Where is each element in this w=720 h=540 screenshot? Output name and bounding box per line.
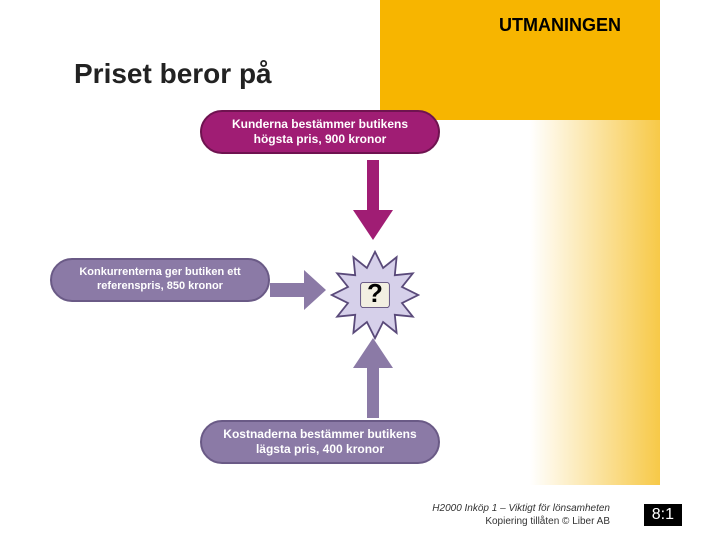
side-gradient (530, 120, 660, 485)
slide-number: 8:1 (644, 504, 682, 526)
top-pill-line2: högsta pris, 900 kronor (254, 132, 387, 147)
footer-line2: Kopiering tillåten © Liber AB (432, 515, 610, 528)
bottom-pill: Kostnaderna bestämmer butikens lägsta pr… (200, 420, 440, 464)
arrow-down-icon (353, 160, 393, 240)
starburst-label: ? (367, 278, 383, 309)
left-pill: Konkurrenterna ger butiken ett referensp… (50, 258, 270, 302)
header-label: UTMANINGEN (460, 10, 660, 40)
arrow-up-icon (353, 338, 393, 418)
price-diagram: Kunderna bestämmer butikens högsta pris,… (70, 110, 540, 470)
footer: H2000 Inköp 1 – Viktigt för lönsamheten … (432, 502, 610, 528)
page-title: Priset beror på (74, 58, 272, 90)
header-text: UTMANINGEN (499, 15, 621, 36)
top-pill: Kunderna bestämmer butikens högsta pris,… (200, 110, 440, 154)
arrow-right-icon (270, 270, 326, 310)
left-pill-line1: Konkurrenterna ger butiken ett (79, 266, 240, 280)
bottom-pill-line1: Kostnaderna bestämmer butikens (223, 427, 416, 442)
footer-line1: H2000 Inköp 1 – Viktigt för lönsamheten (432, 502, 610, 515)
top-pill-line1: Kunderna bestämmer butikens (232, 117, 408, 132)
left-pill-line2: referenspris, 850 kronor (97, 280, 223, 294)
bottom-pill-line2: lägsta pris, 400 kronor (256, 442, 384, 457)
